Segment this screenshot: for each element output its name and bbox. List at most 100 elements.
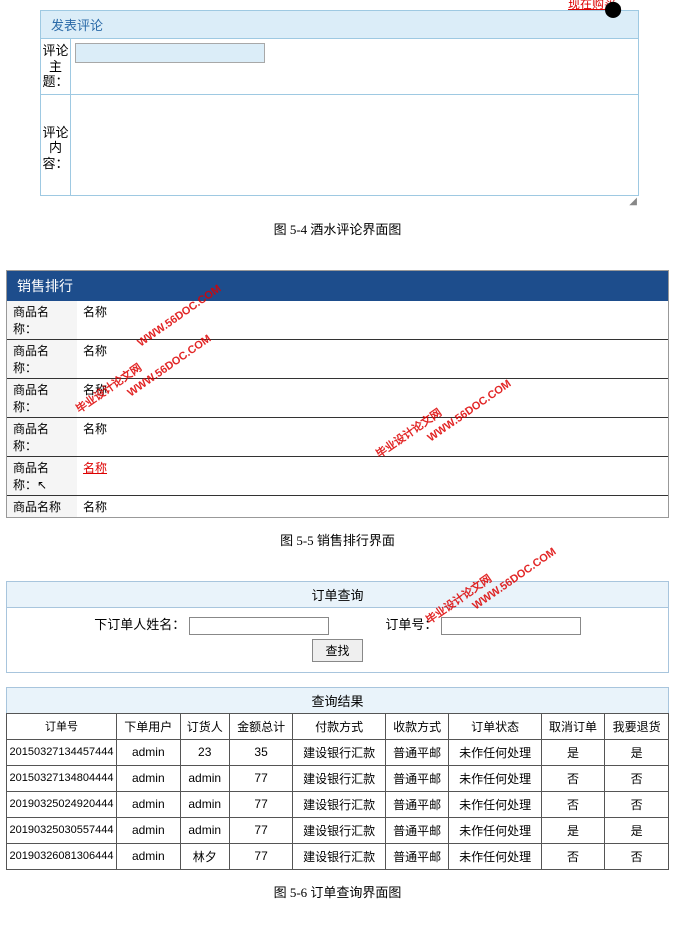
table-cell: 20190325030557444 xyxy=(7,817,117,843)
table-row: 20150327134804444adminadmin77建设银行汇款普通平邮未… xyxy=(7,765,669,791)
rank-row-label: 商品名称 xyxy=(7,496,77,517)
table-cell: 普通平邮 xyxy=(385,817,449,843)
table-cell: 建设银行汇款 xyxy=(293,843,385,869)
results-col-header: 订单号 xyxy=(7,713,117,739)
rank-row: 商品名称：名称 xyxy=(7,379,668,418)
fig-5-6-caption: 图 5-6 订单查询界面图 xyxy=(0,870,675,913)
results-col-header: 取消订单 xyxy=(541,713,605,739)
rank-row-value: 名称 xyxy=(77,418,668,456)
sales-rank-title: 销售排行 xyxy=(7,271,668,301)
table-cell: 否 xyxy=(541,765,605,791)
table-row: 20150327134457444admin2335建设银行汇款普通平邮未作任何… xyxy=(7,739,669,765)
rank-row-value: 名称 xyxy=(77,301,668,339)
table-cell: 是 xyxy=(541,739,605,765)
table-cell: 20190325024920444 xyxy=(7,791,117,817)
table-cell: 否 xyxy=(605,791,669,817)
rank-row: 商品名称：↖名称 xyxy=(7,457,668,496)
fig-5-4-caption: 图 5-4 酒水评论界面图 xyxy=(0,207,675,250)
table-cell: 普通平邮 xyxy=(385,791,449,817)
resize-handle-icon: ◢ xyxy=(0,196,639,207)
order-no-input[interactable] xyxy=(441,617,581,635)
customer-name-input[interactable] xyxy=(189,617,329,635)
rank-row: 商品名称：名称 xyxy=(7,340,668,379)
rank-row-value: 名称 xyxy=(77,379,668,417)
rank-row-value[interactable]: 名称 xyxy=(77,457,668,495)
table-cell: 35 xyxy=(229,739,293,765)
results-col-header: 金额总计 xyxy=(229,713,293,739)
cursor-icon: ⬤ xyxy=(604,0,622,19)
review-subject-input[interactable] xyxy=(75,43,265,63)
fig-5-6: 订单查询 下订单人姓名： 订单号： 查找 查询结果 订单号下单用户订货人金额总计… xyxy=(0,581,675,913)
rank-row-label: 商品名称： xyxy=(7,418,77,456)
rank-row: 商品名称：名称 xyxy=(7,301,668,340)
table-cell: 建设银行汇款 xyxy=(293,791,385,817)
rank-row-label: 商品名称： xyxy=(7,379,77,417)
table-cell: admin xyxy=(117,791,181,817)
review-subject-cell xyxy=(71,39,638,94)
table-cell: 未作任何处理 xyxy=(449,791,541,817)
review-subject-row: 评论主题： xyxy=(41,39,638,95)
table-cell: 23 xyxy=(180,739,229,765)
table-cell: 77 xyxy=(229,843,293,869)
review-content-label: 评论内容： xyxy=(41,95,71,195)
search-button[interactable]: 查找 xyxy=(312,639,362,662)
table-cell: admin xyxy=(117,739,181,765)
results-col-header: 我要退货 xyxy=(605,713,669,739)
table-cell: admin xyxy=(180,817,229,843)
results-col-header: 下单用户 xyxy=(117,713,181,739)
table-cell: 未作任何处理 xyxy=(449,739,541,765)
table-cell: 是 xyxy=(541,817,605,843)
customer-name-label: 下订单人姓名： xyxy=(94,614,185,633)
table-cell: admin xyxy=(180,791,229,817)
table-row: 20190326081306444admin林夕77建设银行汇款普通平邮未作任何… xyxy=(7,843,669,869)
table-cell: admin xyxy=(117,843,181,869)
rank-row-value: 名称 xyxy=(77,496,668,517)
table-cell: 否 xyxy=(605,765,669,791)
cursor-icon: ↖ xyxy=(37,478,47,492)
review-panel: 现在购买 ⬤ 发表评论 评论主题： 评论内容： xyxy=(40,10,639,196)
table-cell: 77 xyxy=(229,817,293,843)
review-content-row: 评论内容： xyxy=(41,95,638,195)
table-cell: 否 xyxy=(541,791,605,817)
fig-5-4: 现在购买 ⬤ 发表评论 评论主题： 评论内容： ◢ 图 5-4 酒水评论界面图 xyxy=(0,10,675,250)
table-cell: 未作任何处理 xyxy=(449,843,541,869)
table-cell: 否 xyxy=(541,843,605,869)
table-cell: 普通平邮 xyxy=(385,739,449,765)
table-cell: 20150327134804444 xyxy=(7,765,117,791)
rank-row-label: 商品名称：↖ xyxy=(7,457,77,495)
review-panel-title: 发表评论 xyxy=(41,11,638,39)
table-cell: 未作任何处理 xyxy=(449,765,541,791)
order-no-label: 订单号： xyxy=(385,614,437,633)
table-cell: 20150327134457444 xyxy=(7,739,117,765)
table-cell: 20190326081306444 xyxy=(7,843,117,869)
table-cell: 否 xyxy=(605,843,669,869)
order-query-panel: 订单查询 下订单人姓名： 订单号： 查找 查询结果 订单号下单用户订货人金额总计… xyxy=(6,581,669,870)
rank-row-label: 商品名称： xyxy=(7,301,77,339)
order-query-form: 下订单人姓名： 订单号： 查找 xyxy=(6,608,669,673)
rank-row-value: 名称 xyxy=(77,340,668,378)
table-row: 20190325024920444adminadmin77建设银行汇款普通平邮未… xyxy=(7,791,669,817)
order-query-title: 订单查询 xyxy=(6,581,669,608)
results-table: 订单号下单用户订货人金额总计付款方式收款方式订单状态取消订单我要退货 20150… xyxy=(6,713,669,870)
results-title: 查询结果 xyxy=(6,687,669,713)
table-cell: 是 xyxy=(605,817,669,843)
table-cell: 建设银行汇款 xyxy=(293,765,385,791)
rank-row: 商品名称名称 xyxy=(7,496,668,517)
table-cell: admin xyxy=(117,765,181,791)
review-content-cell[interactable] xyxy=(71,95,638,195)
table-cell: admin xyxy=(117,817,181,843)
table-cell: 是 xyxy=(605,739,669,765)
fig-5-5-caption: 图 5-5 销售排行界面 xyxy=(0,518,675,561)
results-col-header: 订货人 xyxy=(180,713,229,739)
sales-rank-panel: 销售排行 商品名称：名称商品名称：名称商品名称：名称商品名称：名称商品名称：↖名… xyxy=(6,270,669,518)
table-cell: 77 xyxy=(229,765,293,791)
fig-5-5: 销售排行 商品名称：名称商品名称：名称商品名称：名称商品名称：名称商品名称：↖名… xyxy=(0,270,675,561)
table-cell: 建设银行汇款 xyxy=(293,739,385,765)
table-cell: 未作任何处理 xyxy=(449,817,541,843)
table-cell: 77 xyxy=(229,791,293,817)
table-cell: 建设银行汇款 xyxy=(293,817,385,843)
table-cell: 普通平邮 xyxy=(385,765,449,791)
rank-row-label: 商品名称： xyxy=(7,340,77,378)
results-col-header: 付款方式 xyxy=(293,713,385,739)
rank-row: 商品名称：名称 xyxy=(7,418,668,457)
